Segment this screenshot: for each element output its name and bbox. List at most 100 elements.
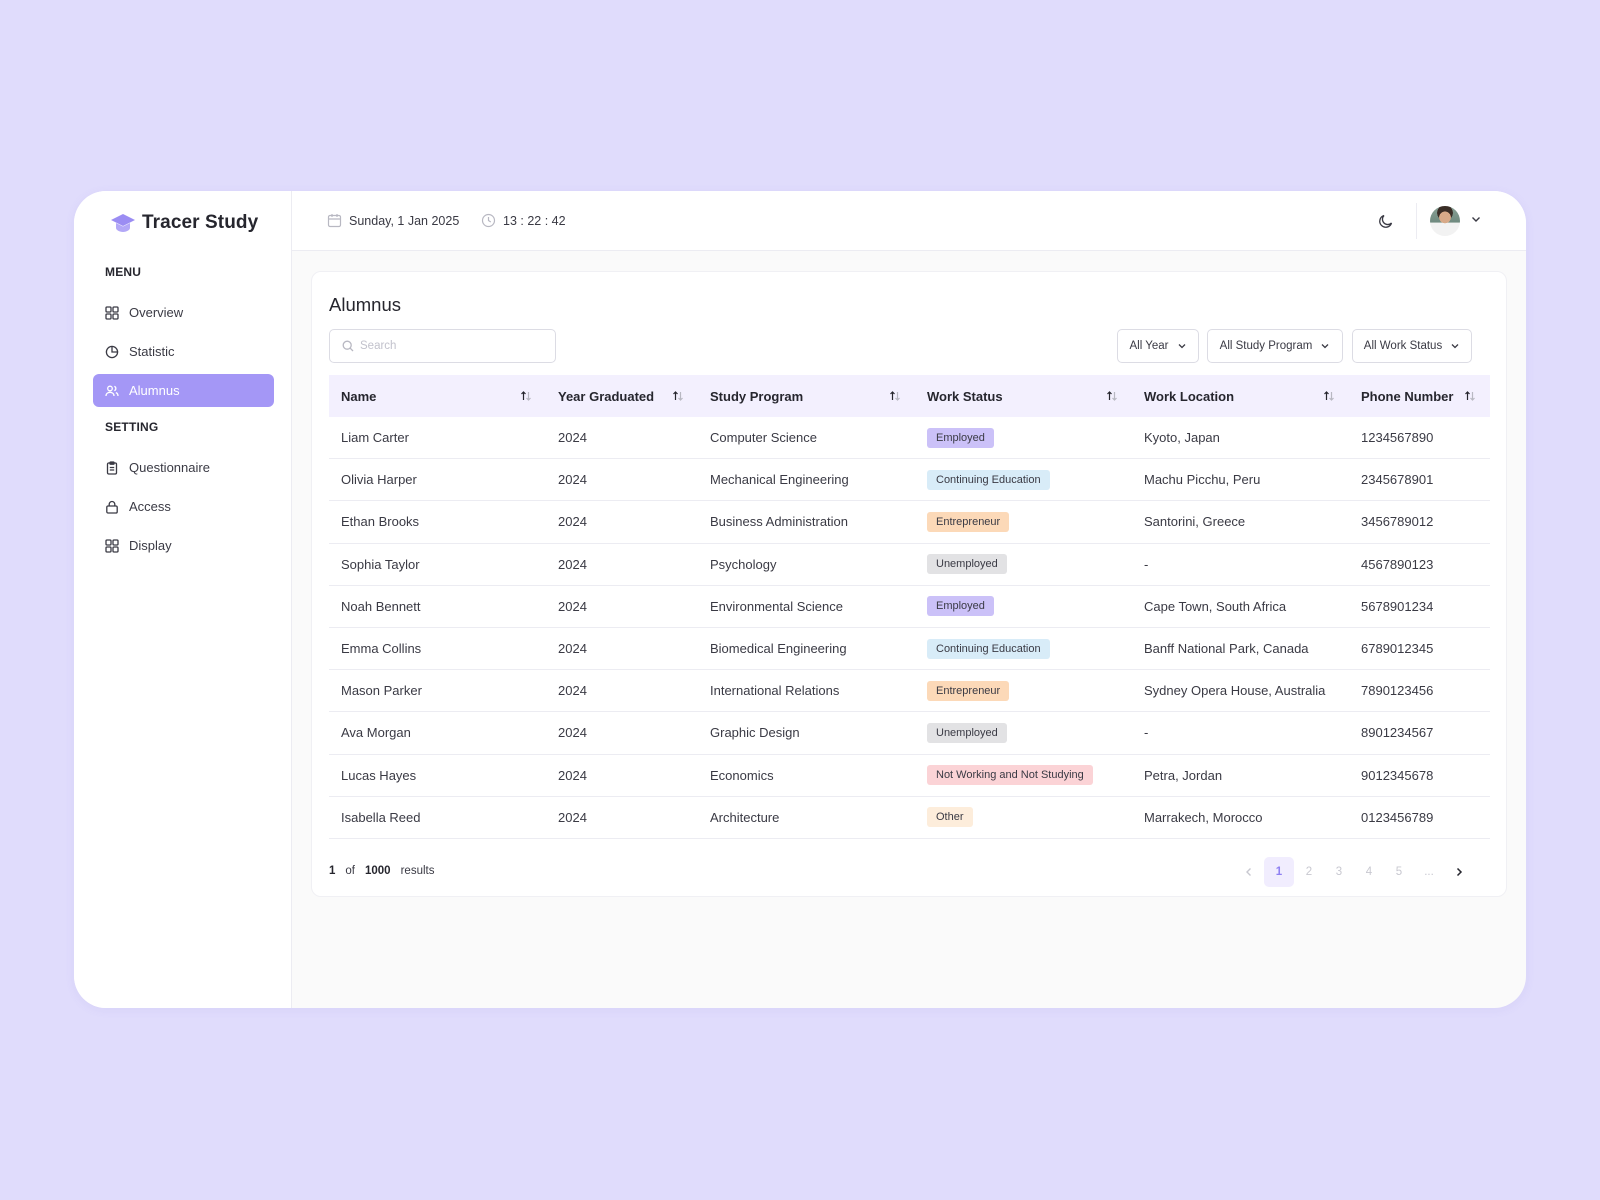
column-header-name[interactable]: Name — [329, 375, 546, 417]
sidebar-item-display[interactable]: Display — [93, 529, 274, 562]
status-badge: Entrepreneur — [927, 511, 1010, 532]
sidebar-item-label: Display — [129, 538, 172, 553]
grid-icon — [105, 305, 119, 320]
sidebar-item-alumnus[interactable]: Alumnus — [93, 374, 274, 407]
status-badge: Unemployed — [927, 554, 1007, 575]
program-cell: Mechanical Engineering — [710, 472, 849, 488]
location-cell: Marrakech, Morocco — [1144, 809, 1263, 825]
search-input[interactable] — [360, 340, 550, 352]
program-cell: Graphic Design — [710, 725, 800, 741]
sort-icon[interactable] — [1464, 390, 1476, 402]
sort-icon[interactable] — [889, 390, 901, 402]
year-cell: 2024 — [558, 598, 587, 614]
location-cell: Santorini, Greece — [1144, 514, 1246, 530]
column-header-label: Work Location — [1144, 388, 1235, 404]
status-cell: Unemployed — [915, 722, 1132, 743]
alumni-table: Name Year Graduated Study Program Work S… — [329, 375, 1490, 839]
table-row[interactable]: Liam Carter 2024 Computer Science Employed K… — [329, 417, 1490, 460]
table-row[interactable]: Ethan Brooks 2024 Business Administration E… — [329, 501, 1490, 544]
avatar[interactable] — [1430, 206, 1460, 236]
column-header-program[interactable]: Study Program — [698, 375, 915, 417]
current-date: Sunday, 1 Jan 2025 — [349, 213, 460, 228]
table-row[interactable]: Emma Collins 2024 Biomedical Engineering Co… — [329, 628, 1490, 671]
status-badge: Other — [927, 807, 973, 828]
page-button[interactable]: 5 — [1395, 866, 1403, 878]
year-cell: 2024 — [558, 430, 587, 446]
sort-icon[interactable] — [672, 390, 684, 402]
program-cell: Environmental Science — [710, 598, 843, 614]
year-cell: 2024 — [558, 683, 587, 699]
location-cell: Machu Picchu, Peru — [1144, 472, 1261, 488]
sidebar-item-overview[interactable]: Overview — [93, 296, 274, 329]
column-header-phone[interactable]: Phone Number — [1349, 375, 1490, 417]
status-badge: Continuing Education — [927, 638, 1050, 659]
phone-cell: 4567890123 — [1361, 556, 1434, 572]
table-row[interactable]: Mason Parker 2024 International Relations E… — [329, 670, 1490, 713]
chevron-down-icon[interactable] — [1470, 212, 1482, 230]
previous-page-button[interactable] — [1234, 857, 1264, 887]
column-header-label: Name — [341, 388, 377, 404]
location-cell: Banff National Park, Canada — [1144, 641, 1309, 657]
name-cell: Olivia Harper — [341, 472, 417, 488]
phone-cell: 2345678901 — [1361, 472, 1434, 488]
table-row[interactable]: Ava Morgan 2024 Graphic Design Unemployed - 8… — [329, 712, 1490, 755]
sidebar-item-statistic[interactable]: Statistic — [93, 335, 274, 368]
program-cell: Computer Science — [710, 430, 817, 446]
status-cell: Continuing Education — [915, 638, 1132, 659]
menu-section-label: MENU — [105, 265, 142, 279]
phone-cell: 7890123456 — [1361, 683, 1434, 699]
year-cell: 2024 — [558, 725, 587, 741]
user-menu[interactable] — [1430, 206, 1482, 236]
sort-icon[interactable] — [520, 390, 532, 402]
table-row[interactable]: Noah Bennett 2024 Environmental Science Emp… — [329, 586, 1490, 628]
chevron-down-icon — [1321, 344, 1329, 349]
page-button[interactable]: 1 — [1264, 857, 1294, 887]
table-row[interactable]: Lucas Hayes 2024 Economics Not Working and … — [329, 755, 1490, 797]
dark-mode-toggle[interactable] — [1376, 211, 1396, 231]
status-badge: Employed — [927, 427, 994, 448]
column-header-location[interactable]: Work Location — [1132, 375, 1349, 417]
table-row[interactable]: Sophia Taylor 2024 Psychology Unemployed - 45… — [329, 544, 1490, 586]
program-cell: Business Administration — [710, 514, 849, 530]
phone-cell: 3456789012 — [1361, 514, 1434, 530]
search-box[interactable] — [329, 329, 556, 363]
sidebar-item-label: Statistic — [129, 344, 175, 359]
status-cell: Not Working and Not Studying — [915, 765, 1132, 786]
users-icon — [105, 385, 119, 396]
page-list: 1 2 3 4 5... — [1264, 857, 1444, 887]
page-button[interactable]: 2 — [1305, 866, 1313, 878]
setting-section-label: SETTING — [105, 420, 159, 434]
location-cell: Petra, Jordan — [1144, 767, 1223, 783]
year-cell: 2024 — [558, 514, 587, 530]
year-cell: 2024 — [558, 472, 587, 488]
grid-icon — [105, 538, 119, 553]
status-badge: Unemployed — [927, 722, 1007, 743]
sidebar-item-access[interactable]: Access — [93, 490, 274, 523]
work-status-filter-dropdown[interactable]: All Work Status — [1352, 329, 1472, 363]
sort-icon[interactable] — [1106, 390, 1118, 402]
app-name: Tracer Study — [142, 212, 259, 233]
logo[interactable]: Tracer Study — [110, 210, 258, 236]
phone-cell: 0123456789 — [1361, 809, 1434, 825]
page-button[interactable]: 4 — [1365, 866, 1373, 878]
study-program-filter-dropdown[interactable]: All Study Program — [1207, 329, 1343, 363]
status-cell: Entrepreneur — [915, 680, 1132, 701]
table-row[interactable]: Olivia Harper 2024 Mechanical Engineering C… — [329, 459, 1490, 502]
status-badge: Not Working and Not Studying — [927, 765, 1093, 786]
column-header-year[interactable]: Year Graduated — [546, 375, 698, 417]
sidebar-item-questionnaire[interactable]: Questionnaire — [93, 451, 274, 484]
year-filter-dropdown[interactable]: All Year — [1117, 329, 1199, 363]
next-page-button[interactable] — [1444, 857, 1474, 887]
page-button[interactable]: 3 — [1335, 866, 1343, 878]
program-cell: Biomedical Engineering — [710, 641, 847, 657]
table-row[interactable]: Isabella Reed 2024 Architecture Other Marrak… — [329, 797, 1490, 839]
column-header-status[interactable]: Work Status — [915, 375, 1132, 417]
page-ellipsis: ... — [1424, 866, 1434, 878]
sort-icon[interactable] — [1323, 390, 1335, 402]
year-cell: 2024 — [558, 767, 587, 783]
program-cell: International Relations — [710, 683, 840, 699]
name-cell: Liam Carter — [341, 430, 409, 446]
clock-icon — [481, 213, 496, 228]
sidebar: Tracer Study MENU Overview Statistic Alu… — [74, 191, 292, 1008]
search-icon — [342, 340, 354, 352]
